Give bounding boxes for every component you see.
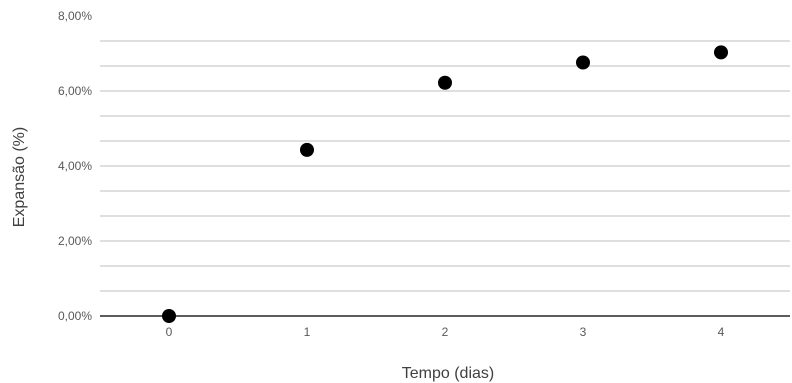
data-points: [162, 45, 728, 323]
y-tick-label: 0,00%: [58, 309, 92, 323]
data-point: [162, 309, 176, 323]
data-point: [576, 55, 590, 70]
x-tick-label: 2: [442, 325, 449, 339]
x-axis-title: Tempo (dias): [402, 365, 494, 382]
y-tick-label: 8,00%: [58, 9, 92, 23]
y-tick-label: 4,00%: [58, 159, 92, 173]
data-point: [438, 75, 452, 90]
gridlines: [100, 40, 790, 292]
x-tick-labels: 0 1 2 3 4: [166, 325, 725, 339]
y-axis-title: Expansão (%): [11, 127, 28, 228]
y-tick-labels: 0,00% 2,00% 4,00% 6,00% 8,00%: [58, 9, 92, 323]
data-point: [714, 45, 728, 60]
x-tick-label: 3: [580, 325, 587, 339]
x-tick-label: 1: [304, 325, 311, 339]
x-tick-label: 4: [718, 325, 725, 339]
data-point: [300, 142, 314, 157]
x-tick-label: 0: [166, 325, 173, 339]
y-tick-label: 2,00%: [58, 234, 92, 248]
y-tick-label: 6,00%: [58, 84, 92, 98]
